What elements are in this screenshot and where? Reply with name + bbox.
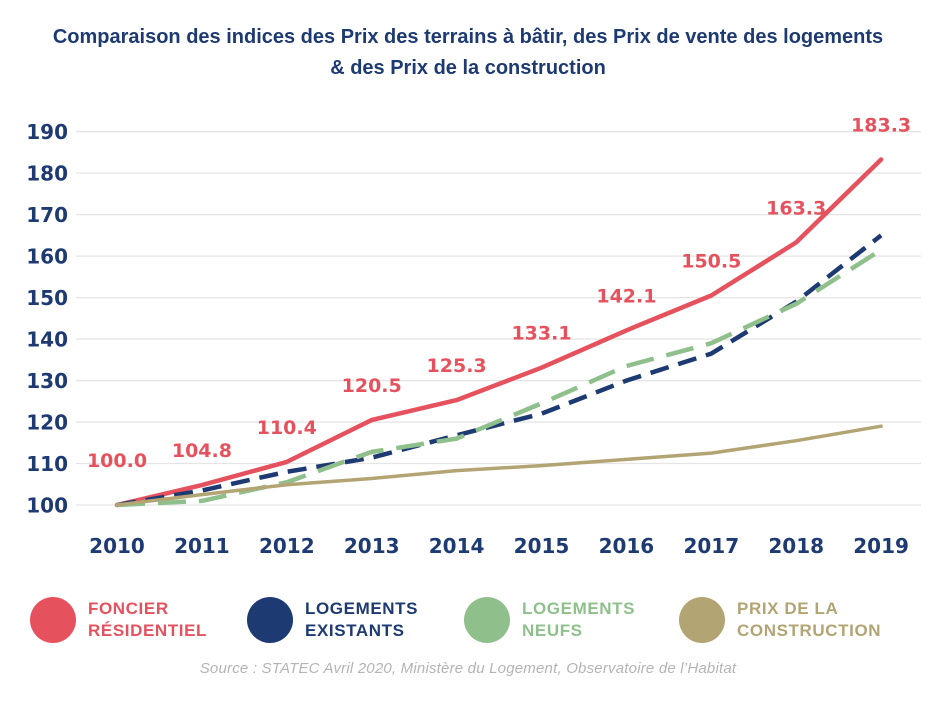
legend-dot-construction-icon [679, 597, 725, 643]
data-point-label-foncier: 133.1 [511, 323, 571, 345]
data-point-label-foncier: 100.0 [87, 450, 147, 472]
x-tick-label: 2016 [599, 534, 655, 558]
data-point-label-foncier: 142.1 [596, 285, 656, 307]
legend-label-line2: CONSTRUCTION [737, 621, 882, 640]
data-point-label-foncier: 104.8 [172, 440, 232, 462]
x-tick-label: 2012 [259, 534, 315, 558]
legend-dot-neufs-icon [464, 597, 510, 643]
legend-item-logements-existants: LOGEMENTS EXISTANTS [247, 592, 418, 648]
x-tick-label: 2010 [89, 534, 145, 558]
legend-label-existants: LOGEMENTS EXISTANTS [305, 598, 418, 643]
x-tick-label: 2014 [429, 534, 485, 558]
x-tick-label: 2011 [174, 534, 230, 558]
line-chart: 190 180 170 160 150 140 130 120 110 100 2010 2011 20… [26, 114, 921, 558]
legend-label-line2: NEUFS [522, 621, 583, 640]
y-tick-label: 110 [26, 452, 68, 476]
data-point-label-foncier: 120.5 [342, 375, 402, 397]
legend-item-logements-neufs: LOGEMENTS NEUFS [464, 592, 635, 648]
legend-label-line2: RÉSIDENTIEL [88, 621, 208, 640]
legend-dot-foncier-icon [30, 597, 76, 643]
legend-label-line1: PRIX DE LA [737, 598, 839, 618]
data-point-label-foncier: 163.3 [766, 197, 826, 219]
data-point-label-foncier: 110.4 [257, 417, 317, 439]
source-caption: Source : STATEC Avril 2020, Ministère du… [199, 660, 737, 677]
y-tick-label: 100 [26, 494, 68, 518]
y-tick-label: 150 [26, 286, 68, 310]
legend-label-neufs: LOGEMENTS NEUFS [522, 598, 635, 643]
chart-legend: FONCIER RÉSIDENTIEL LOGEMENTS EXISTANTS LO… [0, 592, 936, 648]
chart-title: Comparaison des indices des Prix des ter… [52, 26, 884, 79]
legend-label-line2: EXISTANTS [305, 621, 405, 640]
x-tick-label: 2015 [514, 534, 570, 558]
y-tick-label: 190 [26, 120, 68, 144]
y-tick-label: 130 [26, 369, 68, 393]
legend-label-line1: LOGEMENTS [522, 598, 636, 618]
y-tick-label: 120 [26, 411, 68, 435]
data-point-label-foncier: 183.3 [851, 114, 911, 136]
legend-item-foncier-residentiel: FONCIER RÉSIDENTIEL [30, 592, 207, 648]
legend-label-line1: FONCIER [88, 598, 169, 618]
legend-label-foncier: FONCIER RÉSIDENTIEL [88, 598, 207, 643]
legend-label-line1: LOGEMENTS [305, 598, 419, 618]
x-tick-label: 2019 [853, 534, 909, 558]
legend-dot-existants-icon [247, 597, 293, 643]
x-tick-label: 2013 [344, 534, 400, 558]
chart-area: 190 180 170 160 150 140 130 120 110 100 2010 2011 20… [0, 100, 936, 570]
y-tick-label: 170 [26, 203, 68, 227]
y-tick-label: 180 [26, 162, 68, 186]
series-line-construction [115, 424, 883, 507]
x-tick-label: 2017 [683, 534, 739, 558]
y-tick-label: 160 [26, 245, 68, 269]
legend-item-prix-construction: PRIX DE LA CONSTRUCTION [679, 592, 881, 648]
y-tick-label: 140 [26, 328, 68, 352]
data-point-label-foncier: 125.3 [427, 355, 487, 377]
series-line-existants [116, 233, 883, 508]
series-line-foncier [114, 157, 884, 508]
data-point-label-foncier: 150.5 [681, 251, 741, 273]
x-tick-label: 2018 [768, 534, 824, 558]
series-line-neufs [116, 248, 883, 508]
legend-label-construction: PRIX DE LA CONSTRUCTION [737, 598, 881, 643]
